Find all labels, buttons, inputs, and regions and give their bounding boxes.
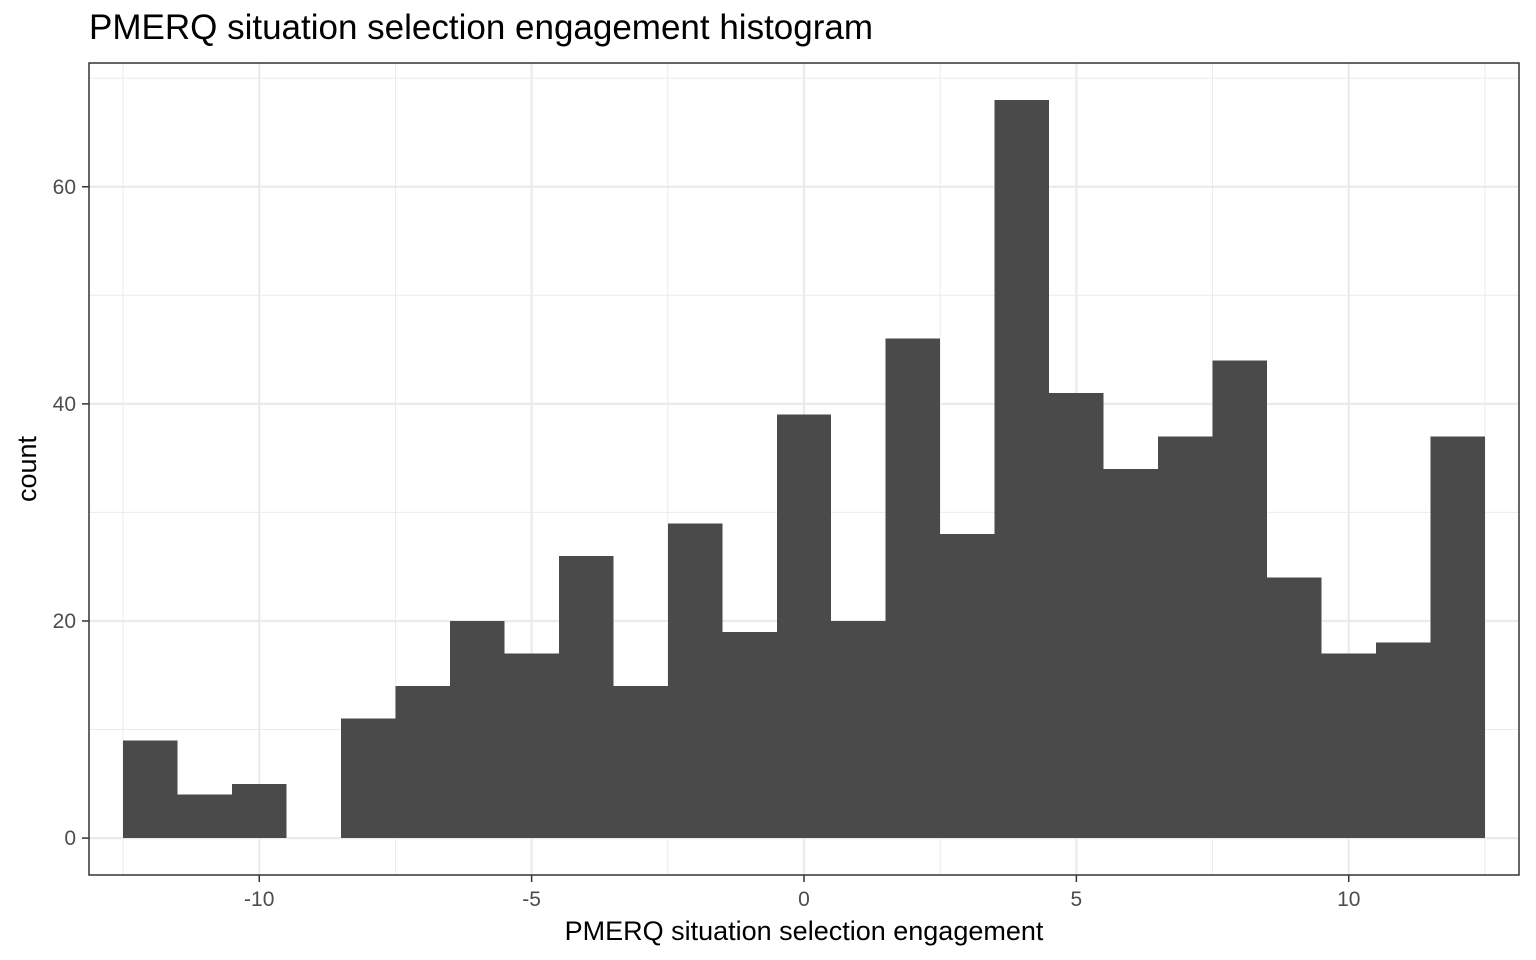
x-tick-label: -5 bbox=[522, 888, 541, 911]
histogram-bar bbox=[885, 338, 941, 839]
histogram-bar bbox=[340, 718, 396, 839]
histogram-bar bbox=[558, 555, 614, 839]
histogram-bar bbox=[232, 783, 287, 839]
histogram-bar bbox=[1103, 469, 1159, 839]
x-tick-label: 5 bbox=[1071, 888, 1083, 911]
histogram-bar bbox=[667, 523, 723, 839]
histogram-bar bbox=[1212, 360, 1268, 839]
y-tick-label: 20 bbox=[53, 610, 76, 633]
histogram-bar bbox=[776, 414, 832, 839]
y-tick-label: 0 bbox=[64, 827, 76, 850]
x-tick-label: 0 bbox=[798, 888, 810, 911]
histogram-bar bbox=[1376, 642, 1431, 839]
y-tick-label: 60 bbox=[53, 176, 76, 199]
histogram-bar bbox=[449, 620, 505, 839]
y-axis-label: count bbox=[12, 435, 42, 502]
histogram-bar bbox=[831, 620, 886, 839]
histogram-bar bbox=[504, 653, 559, 839]
histogram-bar bbox=[1049, 393, 1104, 839]
chart-title: PMERQ situation selection engagement his… bbox=[89, 8, 873, 47]
histogram-bar bbox=[940, 534, 995, 839]
histogram-bar bbox=[722, 631, 777, 839]
axis-ticks: -10 -5 0 5 10 0 20 40 60 bbox=[53, 176, 1361, 911]
x-axis-label: PMERQ situation selection engagement bbox=[565, 916, 1044, 946]
histogram-bar bbox=[177, 794, 232, 839]
y-tick-label: 40 bbox=[53, 393, 76, 416]
histogram-bar bbox=[1267, 577, 1322, 839]
histogram-bar bbox=[1430, 436, 1485, 839]
histogram-bar bbox=[1158, 436, 1213, 839]
histogram-bar bbox=[1321, 653, 1376, 839]
histogram-bar bbox=[613, 686, 668, 839]
histogram-bar bbox=[994, 99, 1050, 839]
histogram-bars bbox=[123, 99, 1485, 839]
x-tick-label: 10 bbox=[1337, 888, 1360, 911]
x-tick-label: -10 bbox=[244, 888, 274, 911]
histogram-bar bbox=[395, 686, 450, 839]
histogram-bar bbox=[123, 740, 178, 839]
